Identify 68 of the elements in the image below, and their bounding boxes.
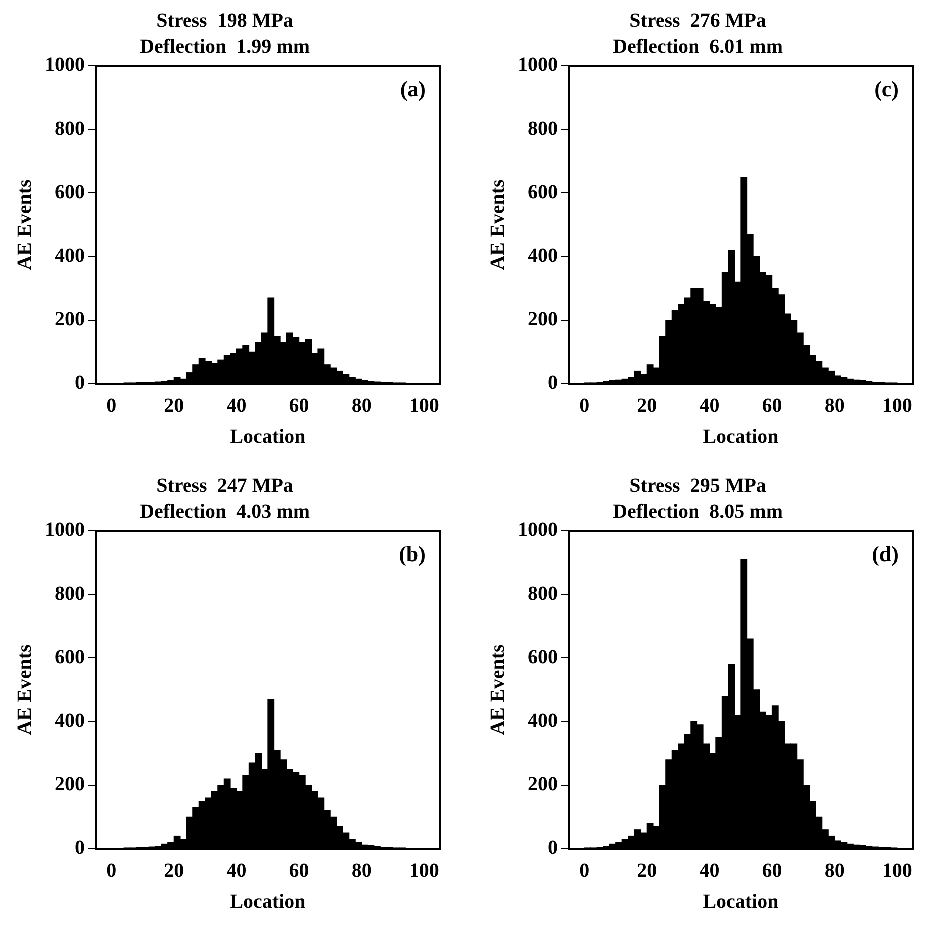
y-tick-label: 400: [55, 710, 85, 732]
chart-title: Stress 198 MPa: [156, 10, 294, 32]
y-axis-title: AE Events: [14, 644, 36, 736]
y-axis-title: AE Events: [487, 180, 510, 270]
y-tick-label: 0: [75, 372, 85, 394]
y-tick-label: 1000: [518, 54, 558, 76]
y-tick-label: 600: [55, 646, 85, 668]
x-tick-label: 80: [824, 860, 845, 882]
x-tick-label: 60: [762, 860, 782, 882]
x-tick-label: 80: [352, 860, 372, 882]
x-tick-label: 0: [106, 860, 117, 882]
chart-title: Stress 295 MPa: [630, 475, 766, 498]
chart-title: Stress 276 MPa: [630, 10, 766, 32]
annotation: (b): [399, 542, 426, 567]
y-tick-label: 200: [528, 774, 558, 796]
y-tick-label: 0: [548, 837, 558, 860]
y-tick-label: 200: [528, 308, 558, 331]
x-tick-label: 60: [289, 395, 310, 418]
chart-title: Stress 247 MPa: [156, 475, 294, 498]
annotation: (d): [872, 542, 899, 567]
x-tick-label: 40: [226, 395, 247, 418]
x-tick-label: 20: [637, 395, 658, 418]
y-tick-label: 400: [528, 710, 558, 732]
chart-subtitle: Deflection 1.99 mm: [140, 36, 310, 58]
x-tick-label: 0: [580, 860, 590, 882]
y-tick-label: 200: [55, 774, 85, 796]
y-tick-label: 1000: [45, 54, 85, 76]
x-tick-label: 40: [700, 395, 720, 418]
y-tick-label: 800: [528, 582, 558, 605]
chart-subtitle: Deflection 8.05 mm: [613, 501, 784, 524]
x-tick-label: 80: [824, 395, 845, 418]
x-tick-label: 60: [289, 860, 310, 882]
x-tick-label: 100: [409, 860, 440, 882]
annotation: (c): [874, 76, 899, 102]
annotation: (a): [400, 76, 426, 102]
x-axis-title: Location: [703, 891, 779, 914]
y-axis-title: AE Events: [487, 644, 510, 736]
x-axis-title: Location: [230, 891, 306, 914]
x-tick-label: 100: [409, 395, 440, 418]
y-tick-label: 0: [548, 372, 558, 394]
y-tick-label: 600: [55, 181, 85, 204]
y-tick-label: 800: [528, 118, 558, 140]
y-tick-label: 600: [528, 181, 558, 204]
x-tick-label: 20: [637, 860, 658, 882]
chart-subtitle: Deflection 6.01 mm: [613, 36, 784, 58]
x-axis-title: Location: [703, 426, 779, 448]
x-axis-title: Location: [230, 426, 306, 448]
y-tick-label: 400: [528, 244, 558, 267]
y-tick-label: 0: [75, 837, 85, 860]
y-tick-label: 200: [55, 308, 85, 331]
x-tick-label: 100: [882, 860, 912, 882]
x-tick-label: 0: [106, 395, 117, 418]
y-tick-label: 400: [55, 244, 85, 267]
x-tick-label: 0: [580, 395, 590, 418]
y-tick-label: 800: [55, 118, 85, 140]
x-tick-label: 20: [164, 860, 184, 882]
chart-subtitle: Deflection 4.03 mm: [140, 501, 310, 524]
x-tick-label: 80: [352, 395, 372, 418]
x-tick-label: 60: [762, 395, 782, 418]
y-axis-title: AE Events: [14, 180, 36, 270]
x-tick-label: 20: [164, 395, 184, 418]
y-tick-label: 1000: [518, 519, 558, 542]
x-tick-label: 40: [700, 860, 720, 882]
y-tick-label: 1000: [45, 519, 85, 542]
x-tick-label: 100: [882, 395, 912, 418]
y-tick-label: 600: [528, 646, 558, 668]
x-tick-label: 40: [226, 860, 247, 882]
y-tick-label: 800: [55, 582, 85, 605]
